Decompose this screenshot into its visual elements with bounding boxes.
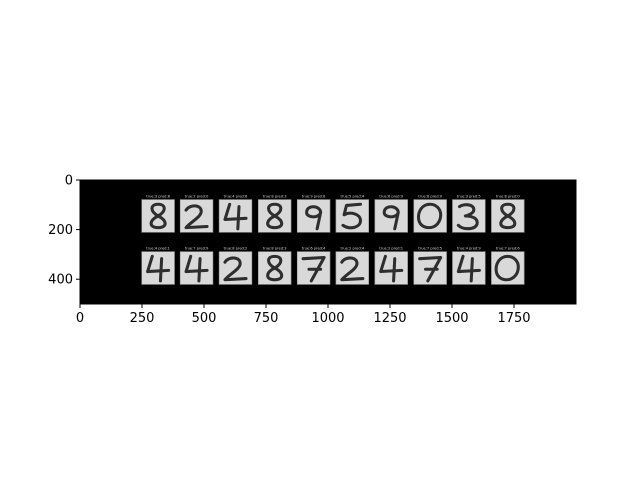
digit-stroke xyxy=(223,202,248,231)
digit-tile: true:7 pred:6 xyxy=(491,246,525,285)
tile-caption: true:2 pred:4 xyxy=(340,246,364,250)
digit-tile: true:4 pred:1 xyxy=(141,246,175,285)
tile-background xyxy=(179,251,214,285)
digit-tile: true:8 pred:3 xyxy=(258,246,292,285)
digit-stroke xyxy=(149,202,167,230)
tile-background xyxy=(374,251,408,285)
digit-stroke xyxy=(494,254,520,282)
digit-tile: true:7 pred:9 xyxy=(179,246,214,285)
tile-caption: true:7 pred:9 xyxy=(185,246,209,250)
x-tick-label: 250 xyxy=(130,311,155,326)
tile-caption: true:6 pred:4 xyxy=(302,246,326,250)
digit-tile: true:6 pred:0 xyxy=(413,194,447,233)
digit-stroke xyxy=(456,203,479,231)
digit-stroke xyxy=(340,256,365,282)
digit-tile: true:2 pred:4 xyxy=(335,246,369,285)
digit-stroke xyxy=(305,205,323,231)
x-tick-label: 1750 xyxy=(497,311,530,326)
x-tick-label: 1500 xyxy=(435,311,468,326)
x-tick-label: 0 xyxy=(76,311,84,326)
digit-stroke xyxy=(379,254,404,283)
digit-tile: true:2 pred:1 xyxy=(374,246,408,285)
x-axis: 0 250 500 750 1000 1250 1500 1750 xyxy=(76,304,531,326)
image-area xyxy=(80,180,576,304)
digit-stroke xyxy=(418,255,443,283)
digit-tile: true:2 pred:0 xyxy=(179,194,214,233)
digit-tile: true:9 pred:8 xyxy=(296,194,331,233)
x-tick-label: 750 xyxy=(254,311,279,326)
tile-caption: true:6 pred:0 xyxy=(418,194,442,198)
digit-stroke xyxy=(266,254,284,282)
tile-caption: true:8 pred:3 xyxy=(263,246,287,250)
digit-stroke xyxy=(382,205,400,231)
tile-caption: true:2 pred:0 xyxy=(185,194,209,198)
digit-stroke xyxy=(266,202,284,230)
tile-caption: true:8 pred:3 xyxy=(263,194,287,198)
digit-tile: true:3 pred:5 xyxy=(452,194,486,233)
digit-stroke xyxy=(416,202,443,230)
tile-caption: true:4 pred:1 xyxy=(146,246,170,250)
digit-stroke xyxy=(341,202,363,230)
tile-caption: true:7 pred:5 xyxy=(418,246,442,250)
x-tick-label: 1250 xyxy=(373,311,406,326)
digit-tile: true:6 pred:4 xyxy=(296,246,331,285)
y-tick-label: 0 xyxy=(65,174,73,189)
tile-caption: true:9 pred:8 xyxy=(302,194,326,198)
y-tick-label: 200 xyxy=(48,223,73,238)
tile-caption: true:3 pred:5 xyxy=(457,194,481,198)
digit-stroke xyxy=(146,254,171,283)
y-tick-label: 400 xyxy=(48,273,73,288)
tile-caption: true:6 pred:9 xyxy=(379,194,403,198)
tile-background xyxy=(218,199,253,233)
tile-caption: true:7 pred:6 xyxy=(496,246,520,250)
tile-caption: true:8 pred:2 xyxy=(224,246,248,250)
x-tick-label: 500 xyxy=(192,311,217,326)
digit-tile: true:6 pred:9 xyxy=(374,194,408,233)
digit-stroke xyxy=(223,256,248,282)
tile-caption: true:5 pred:4 xyxy=(340,194,364,198)
x-tick-label: 1000 xyxy=(311,311,344,326)
tile-background xyxy=(452,251,486,285)
y-axis: 0 200 400 xyxy=(48,174,80,288)
tile-caption: true:2 pred:1 xyxy=(379,246,403,250)
tile-caption: true:4 pred:9 xyxy=(457,246,481,250)
digit-tile: true:5 pred:4 xyxy=(335,194,369,233)
digit-tile: true:8 pred:0 xyxy=(491,194,525,233)
digit-tile: true:7 pred:5 xyxy=(413,246,447,285)
digit-stroke xyxy=(456,254,481,283)
digit-tile: true:8 pred:2 xyxy=(218,246,253,285)
digit-stroke xyxy=(184,204,209,230)
tile-grid: true:3 pred:8 true:2 pred:0 true:4 pred:6 t… xyxy=(141,194,525,285)
tile-caption: true:8 pred:0 xyxy=(496,194,520,198)
digit-tile: true:8 pred:3 xyxy=(258,194,292,233)
digit-stroke xyxy=(184,254,209,283)
digit-stroke xyxy=(499,202,517,230)
digit-tile: true:4 pred:6 xyxy=(218,194,253,233)
tile-caption: true:4 pred:6 xyxy=(224,194,248,198)
tile-caption: true:3 pred:8 xyxy=(146,194,170,198)
digit-stroke xyxy=(301,255,326,283)
digit-tile: true:4 pred:9 xyxy=(452,246,486,285)
digit-tile: true:3 pred:8 xyxy=(141,194,175,233)
tile-background xyxy=(141,251,175,285)
